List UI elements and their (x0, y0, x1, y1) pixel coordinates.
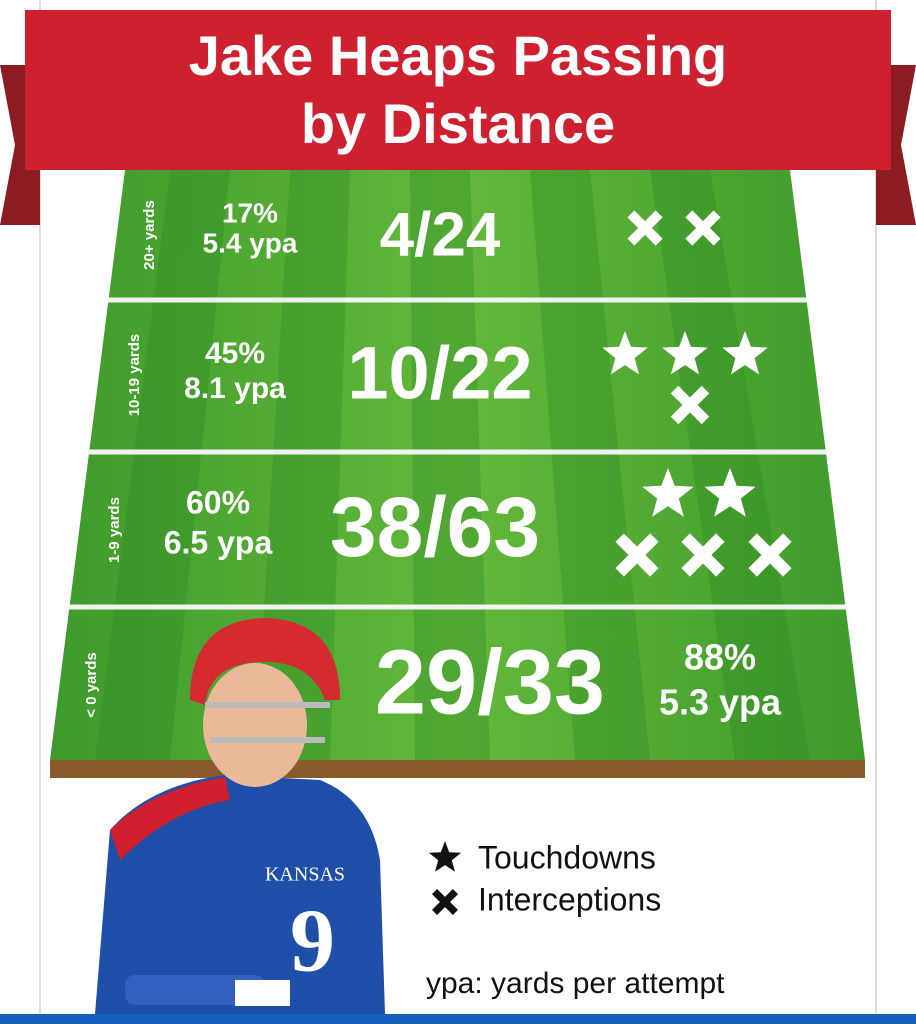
completions: 38/63 (330, 480, 540, 574)
interception-icon (748, 533, 792, 577)
completion-pct: 17% (222, 197, 278, 228)
touchdown-icon (704, 468, 756, 517)
completions: 10/22 (347, 332, 532, 415)
note: ypa: yards per attempt (426, 967, 725, 1000)
title-banner (25, 10, 891, 170)
distance-label: 10-19 yards (126, 334, 143, 417)
legend-label: Interceptions (478, 881, 661, 917)
completion-pct: 88% (684, 637, 756, 678)
title: Jake Heaps Passing (189, 24, 728, 87)
player-photo: 9 KANSAS (95, 618, 385, 1014)
legend-icon (432, 889, 458, 915)
ypa: 8.1 ypa (184, 372, 286, 405)
title: by Distance (301, 92, 615, 155)
legend: Touchdowns Interceptions (428, 839, 661, 917)
ypa: 6.5 ypa (164, 524, 273, 560)
interception-icon (615, 533, 659, 577)
interception-icon (627, 210, 663, 246)
touchdown-icon (642, 468, 694, 517)
touchdown-icon (602, 331, 648, 375)
svg-text:KANSAS: KANSAS (265, 864, 345, 886)
yard-lines (69, 297, 846, 610)
distance-row: 20+ yards 17%5.4 ypa 4/24 (141, 197, 721, 270)
completions: 29/33 (375, 631, 605, 733)
field-stripes (95, 170, 810, 760)
field-edge (50, 760, 865, 778)
legend-label: Touchdowns (478, 839, 656, 875)
distance-row: 1-9 yards 60% 6.5 ypa 38/63 (106, 468, 792, 577)
distance-row: 10-19 yards 45%8.1 ypa 10/22 (126, 331, 768, 425)
completion-pct: 45% (205, 337, 265, 370)
legend-icon (428, 841, 462, 872)
svg-text:9: 9 (290, 892, 335, 991)
distance-label: 1-9 yards (106, 497, 123, 563)
touchdown-icon (662, 331, 708, 375)
interception-icon (670, 385, 710, 425)
bottom-bar (0, 1014, 916, 1024)
ypa: 5.4 ypa (203, 227, 298, 258)
distance-label: < 0 yards (83, 652, 100, 717)
distance-row: < 0 yards 88%5.3 ypa 29/33 (83, 631, 782, 733)
completion-pct: 60% (186, 484, 250, 520)
field (50, 170, 865, 760)
touchdown-icon (722, 331, 768, 375)
interception-icon (681, 533, 725, 577)
distance-label: 20+ yards (141, 200, 158, 270)
ypa: 5.3 ypa (659, 682, 782, 723)
completions: 4/24 (380, 200, 501, 269)
interception-icon (685, 210, 721, 246)
